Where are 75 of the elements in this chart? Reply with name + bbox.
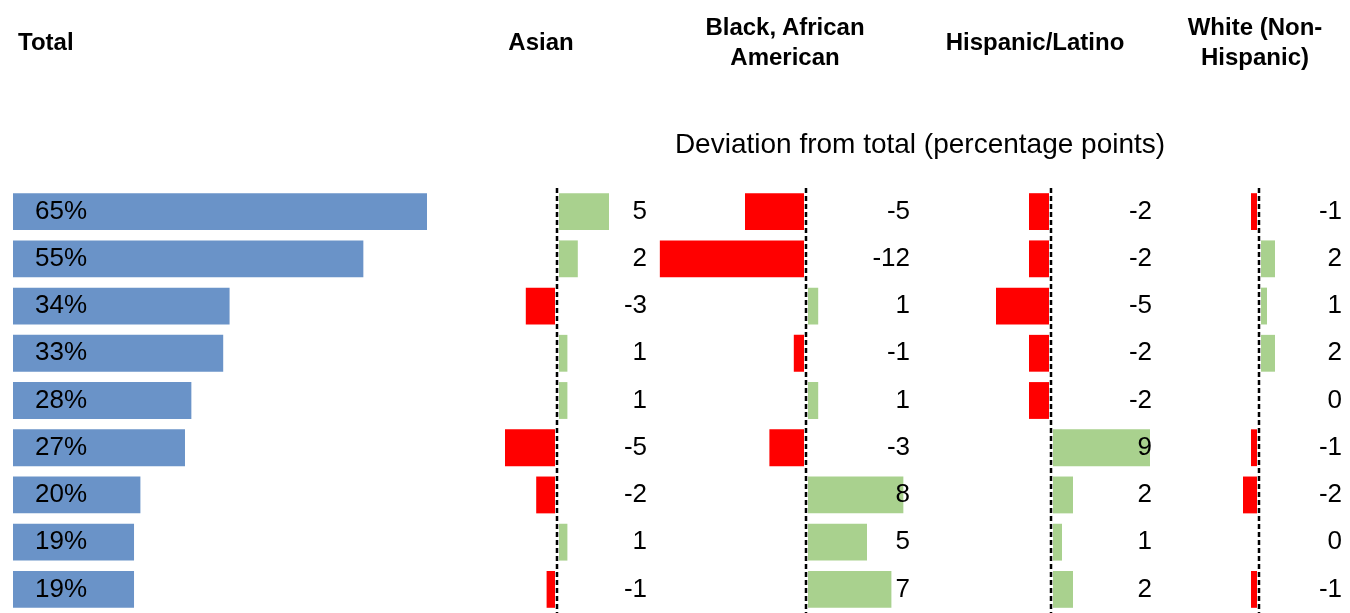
data-label: 55% [35, 242, 88, 273]
data-label: 1 [895, 383, 910, 414]
bar [13, 240, 364, 278]
data-label: -2 [1128, 336, 1152, 367]
data-label: 19% [35, 572, 88, 603]
data-label: -2 [1318, 478, 1342, 509]
data-label: 2 [1137, 572, 1152, 603]
data-label: 1 [1137, 525, 1152, 556]
text: Deviation from total (percentage points) [673, 128, 1167, 160]
data-label: -5 [623, 430, 647, 461]
bar [806, 523, 867, 561]
bar [13, 287, 230, 325]
data-label: 1 [632, 336, 647, 367]
data-label: -1 [1318, 430, 1342, 461]
bar [769, 429, 806, 467]
data-label: 34% [35, 289, 88, 320]
data-label: 1 [632, 383, 647, 414]
bar [996, 287, 1051, 325]
bar [1029, 382, 1051, 419]
data-label: -2 [1128, 242, 1152, 273]
data-label: 1 [632, 525, 647, 556]
bar [505, 429, 557, 467]
bar [13, 523, 135, 561]
data-label: -1 [1318, 572, 1342, 603]
data-label: 19% [35, 525, 88, 556]
bar [659, 240, 806, 278]
data-label: -2 [1128, 383, 1152, 414]
data-label: -3 [623, 289, 647, 320]
data-label: -5 [1128, 289, 1152, 320]
data-label: -1 [623, 572, 647, 603]
data-label: 27% [35, 430, 88, 461]
chart-title: White (Non-Hispanic) [1186, 12, 1324, 72]
bar [806, 570, 892, 608]
bar [13, 193, 428, 231]
data-label: -2 [1128, 194, 1152, 225]
bar [13, 334, 224, 372]
data-label: 7 [895, 572, 910, 603]
bar [13, 382, 192, 419]
data-label: 5 [632, 194, 647, 225]
data-label: 2 [1327, 242, 1342, 273]
data-label: 28% [35, 383, 88, 414]
chart-title: Hispanic/Latino [945, 27, 1125, 57]
data-label: -2 [623, 478, 647, 509]
data-label: 0 [1327, 383, 1342, 414]
data-label: 20% [35, 478, 88, 509]
data-label: 9 [1137, 430, 1152, 461]
data-label: -1 [886, 336, 910, 367]
bar [557, 193, 609, 231]
bar [1051, 429, 1150, 467]
data-label: -12 [872, 242, 910, 273]
data-label: 33% [35, 336, 88, 367]
data-label: 0 [1327, 525, 1342, 556]
data-label: 65% [35, 194, 88, 225]
chart-title: Asian [508, 27, 574, 57]
bar [1029, 334, 1051, 372]
data-label: 2 [1137, 478, 1152, 509]
bar [525, 287, 557, 325]
bar [1051, 570, 1073, 608]
bar [1029, 193, 1051, 231]
chart-title: Total [18, 27, 74, 57]
bar [557, 240, 578, 278]
bar [745, 193, 806, 231]
data-label: 1 [895, 289, 910, 320]
bar [13, 429, 185, 467]
data-label: -1 [1318, 194, 1342, 225]
bar [13, 570, 135, 608]
data-label: 2 [632, 242, 647, 273]
data-label: 2 [1327, 336, 1342, 367]
chart-title: Black, African American [704, 12, 866, 72]
bar [1029, 240, 1051, 278]
data-label: -3 [886, 430, 910, 461]
data-label: -5 [886, 194, 910, 225]
data-label: 5 [895, 525, 910, 556]
data-label: 8 [895, 478, 910, 509]
data-label: 1 [1327, 289, 1342, 320]
